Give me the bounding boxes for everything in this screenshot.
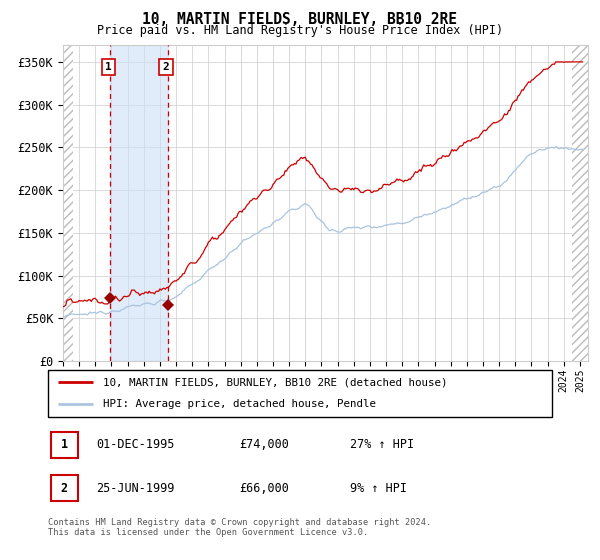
FancyBboxPatch shape: [50, 432, 78, 458]
Text: 9% ↑ HPI: 9% ↑ HPI: [350, 482, 407, 494]
Text: £66,000: £66,000: [239, 482, 289, 494]
Text: Contains HM Land Registry data © Crown copyright and database right 2024.
This d: Contains HM Land Registry data © Crown c…: [48, 518, 431, 538]
Bar: [63, 45, 73, 361]
Text: 1: 1: [105, 62, 112, 72]
Text: 10, MARTIN FIELDS, BURNLEY, BB10 2RE: 10, MARTIN FIELDS, BURNLEY, BB10 2RE: [143, 12, 458, 27]
Text: 2: 2: [163, 62, 169, 72]
Text: 10, MARTIN FIELDS, BURNLEY, BB10 2RE (detached house): 10, MARTIN FIELDS, BURNLEY, BB10 2RE (de…: [103, 377, 448, 388]
Text: 25-JUN-1999: 25-JUN-1999: [96, 482, 174, 494]
Text: 01-DEC-1995: 01-DEC-1995: [96, 438, 174, 451]
Text: 27% ↑ HPI: 27% ↑ HPI: [350, 438, 415, 451]
Text: 2: 2: [61, 482, 68, 494]
Text: Price paid vs. HM Land Registry's House Price Index (HPI): Price paid vs. HM Land Registry's House …: [97, 24, 503, 36]
Text: 1: 1: [61, 438, 68, 451]
Bar: [572, 45, 596, 361]
Text: £74,000: £74,000: [239, 438, 289, 451]
Text: HPI: Average price, detached house, Pendle: HPI: Average price, detached house, Pend…: [103, 399, 376, 409]
FancyBboxPatch shape: [50, 475, 78, 501]
Bar: [110, 45, 167, 361]
FancyBboxPatch shape: [48, 370, 552, 417]
